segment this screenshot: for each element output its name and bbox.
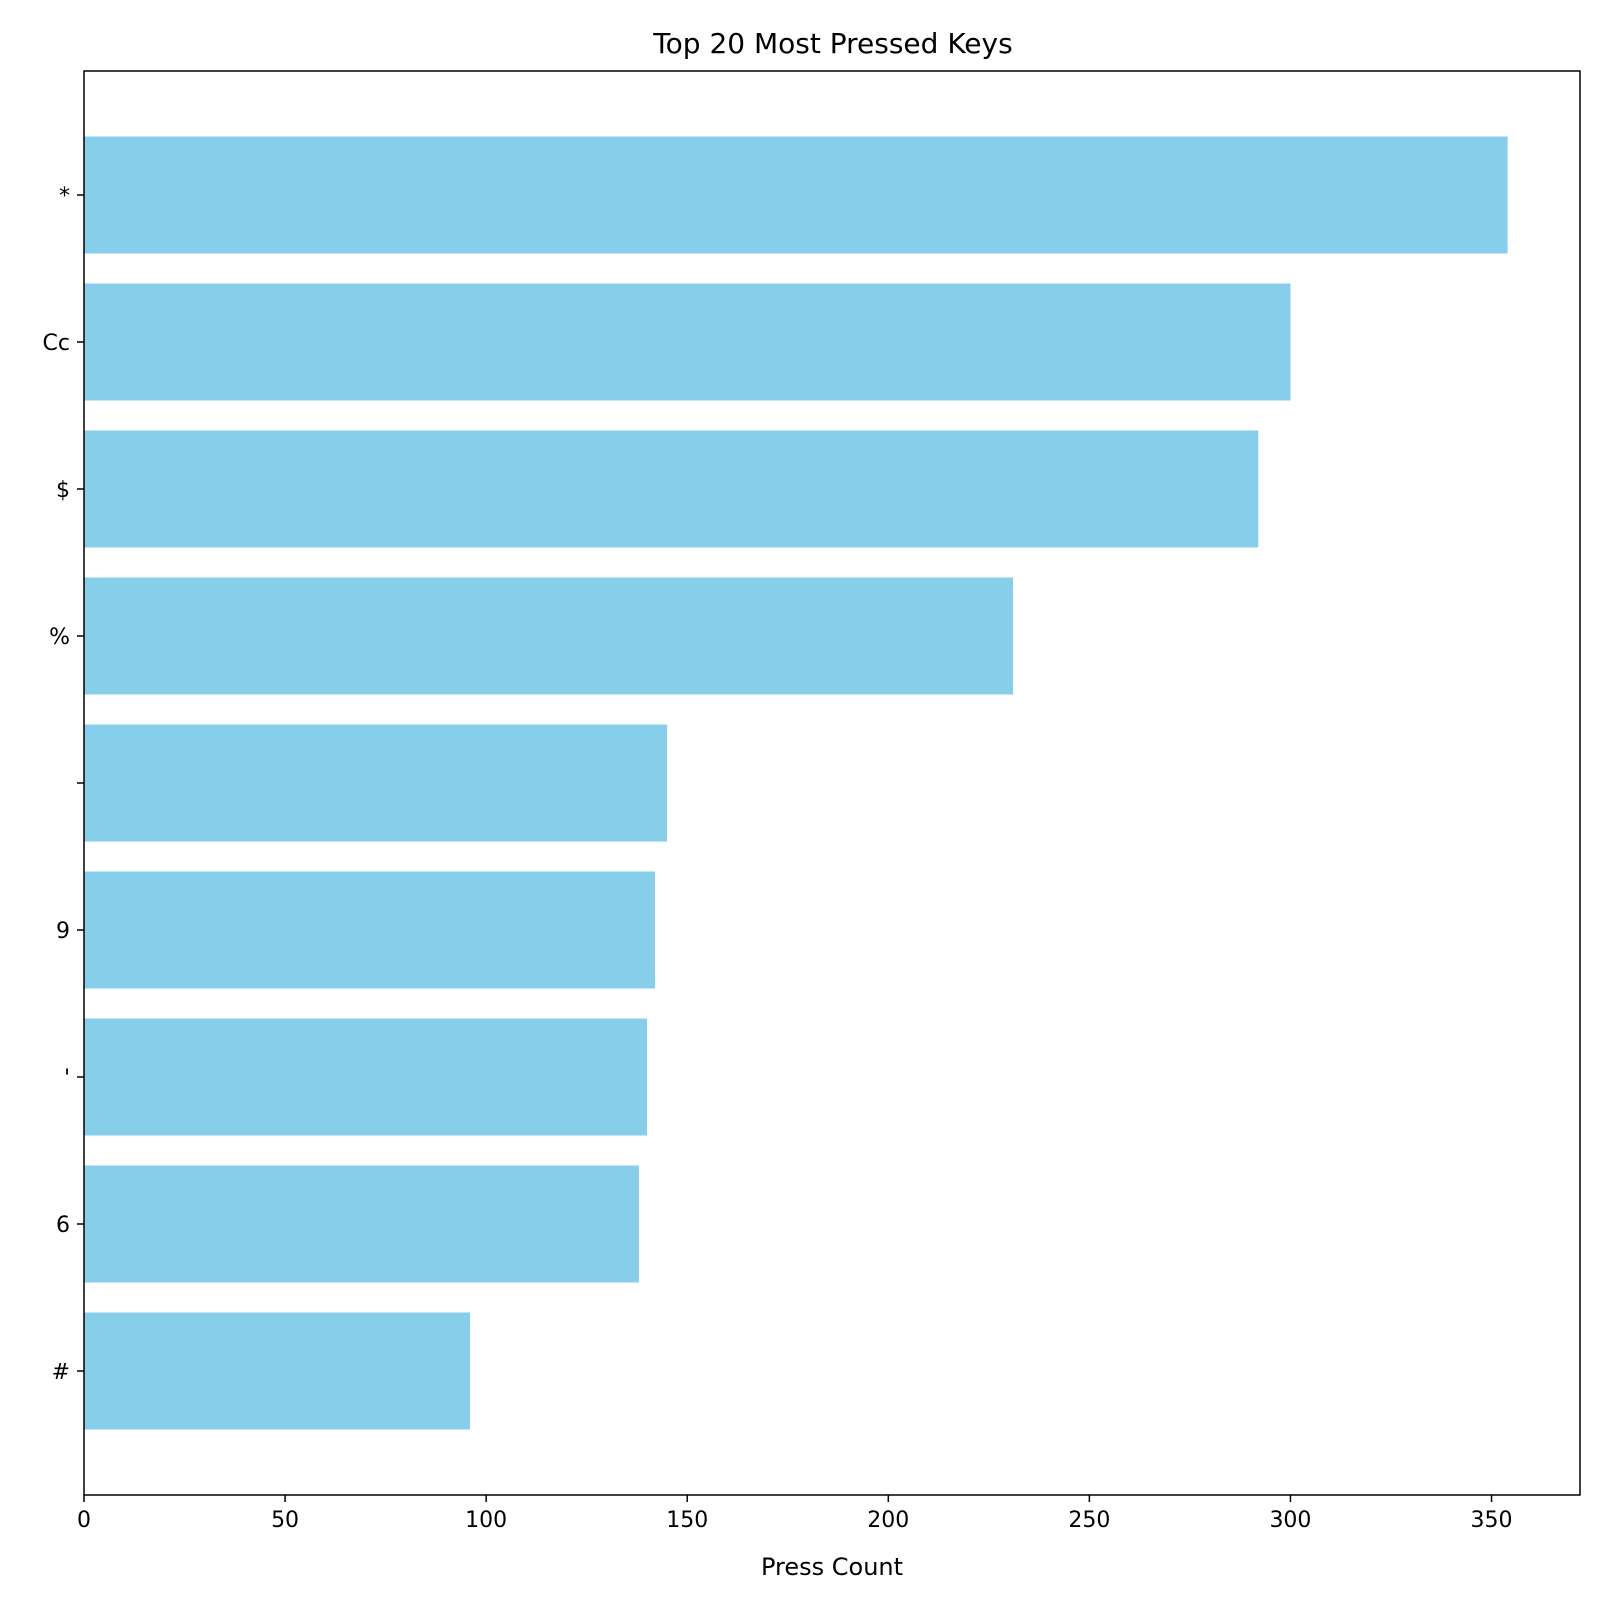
bar-4 bbox=[84, 724, 668, 842]
y-tick-label-7: 6 bbox=[56, 1213, 70, 1238]
chart-title: Top 20 Most Pressed Keys bbox=[652, 27, 1012, 60]
x-tick-label-1: 50 bbox=[271, 1508, 299, 1533]
x-tick-label-7: 350 bbox=[1471, 1508, 1513, 1533]
plot-frame bbox=[83, 70, 1581, 1496]
x-tick-label-5: 250 bbox=[1068, 1508, 1110, 1533]
y-tick-label-1: Cc bbox=[43, 331, 70, 356]
y-tick-label-3: % bbox=[49, 625, 70, 650]
x-tick-label-4: 200 bbox=[867, 1508, 909, 1533]
bar-3 bbox=[84, 577, 1013, 695]
x-tick-label-0: 0 bbox=[77, 1508, 91, 1533]
y-tick-label-0: * bbox=[59, 184, 70, 209]
bar-5 bbox=[84, 871, 656, 989]
y-tick-label-2: $ bbox=[56, 478, 70, 503]
y-ticks-group: * Cc $% 9 ' 6 # bbox=[43, 184, 84, 1385]
bar-1 bbox=[84, 283, 1291, 401]
y-tick-label-8: # bbox=[52, 1360, 70, 1385]
bar-7 bbox=[84, 1165, 639, 1283]
bar-0 bbox=[84, 136, 1508, 254]
y-tick-label-5: 9 bbox=[56, 919, 70, 944]
x-axis-label: Press Count bbox=[761, 1553, 903, 1581]
bars-group bbox=[84, 136, 1508, 1430]
y-tick-label-6: ' bbox=[64, 1066, 70, 1091]
bar-8 bbox=[84, 1312, 471, 1430]
bar-2 bbox=[84, 430, 1259, 548]
x-tick-label-6: 300 bbox=[1269, 1508, 1311, 1533]
x-tick-label-3: 150 bbox=[666, 1508, 708, 1533]
bar-6 bbox=[84, 1018, 648, 1136]
x-ticks-group: 0 50 100 150 200 250 300 350 bbox=[77, 1495, 1513, 1533]
x-tick-label-2: 100 bbox=[465, 1508, 507, 1533]
